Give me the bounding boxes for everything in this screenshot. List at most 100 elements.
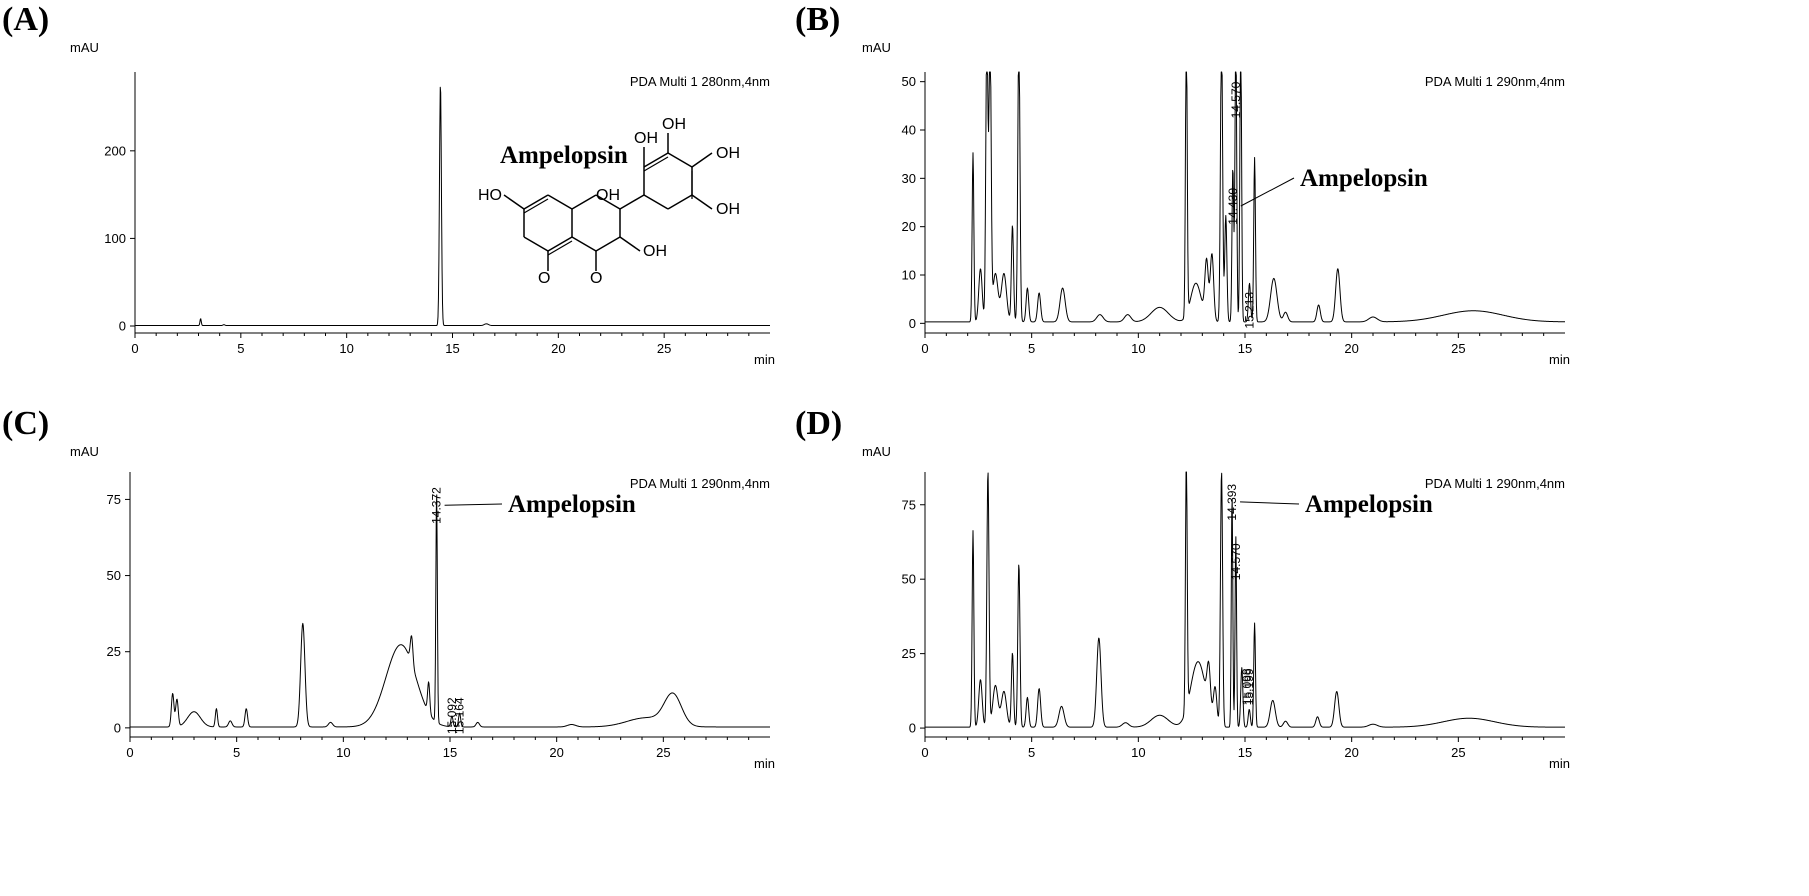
y-tick-label: 50	[902, 74, 916, 89]
x-tick-label: 25	[656, 745, 670, 760]
annotation-leader-line	[1240, 177, 1295, 207]
peak-retention-label: 14.372	[430, 487, 444, 524]
structure-bond	[643, 194, 669, 210]
structure-atom-label: OH	[716, 145, 740, 162]
detector-label: PDA Multi 1 290nm,4nm	[630, 476, 770, 491]
peak-retention-label: 15.213	[1243, 292, 1257, 329]
x-tick-label: 0	[131, 341, 138, 356]
x-tick-label: 15	[1238, 745, 1252, 760]
peak-retention-label: 15.164	[453, 697, 467, 734]
structure-bond	[523, 194, 549, 210]
x-tick-label: 5	[233, 745, 240, 760]
chart-panel-c: (C) mAU PDA Multi 1 290nm,4nm 0 5 10 15 20 25 min…	[2, 405, 775, 771]
chart-panel-a: (A) mAU PDA Multi 1 280nm,4nm 0 5 10 15 20 25 min…	[2, 1, 775, 367]
structure-bond	[547, 194, 573, 210]
x-tick-label: 0	[921, 745, 928, 760]
y-tick-label: 10	[902, 268, 916, 283]
structure-atom-label: OH	[716, 201, 740, 218]
chromatogram-trace	[134, 86, 771, 327]
x-axis-unit: min	[1549, 756, 1570, 771]
panel-letter: (A)	[2, 1, 49, 38]
structure-atom-label: OH	[634, 130, 658, 147]
annotation-leader-line	[444, 503, 503, 506]
structure-substituent-bond	[691, 152, 713, 168]
y-axis-unit: mAU	[70, 444, 99, 459]
y-axis-unit: mAU	[862, 444, 891, 459]
peak-retention-label: 14.570	[1229, 543, 1243, 580]
structure-atom-label: HO	[478, 187, 502, 204]
detector-label: PDA Multi 1 290nm,4nm	[1425, 74, 1565, 89]
y-tick-label: 50	[902, 572, 916, 587]
x-tick-label: 0	[126, 745, 133, 760]
structure-bond	[523, 236, 549, 252]
structure-bond	[619, 194, 645, 210]
x-tick-label: 5	[1028, 341, 1035, 356]
y-tick-label: 30	[902, 171, 916, 186]
x-tick-label: 20	[549, 745, 563, 760]
y-tick-label: 0	[909, 316, 916, 331]
chart-panel-d: (D) mAU PDA Multi 1 290nm,4nm 0 5 10 15 20 25 min…	[795, 405, 1570, 771]
y-tick-label: 25	[902, 646, 916, 661]
y-axis-unit: mAU	[70, 40, 99, 55]
x-tick-label: 15	[443, 745, 457, 760]
y-tick-label: 75	[107, 492, 121, 507]
structure-double-bond	[643, 156, 669, 172]
chart-panel-b: (B) mAU PDA Multi 1 290nm,4nm 0 5 10 15 20 25 min…	[795, 1, 1570, 367]
y-tick-label: 20	[902, 219, 916, 234]
peak-retention-label: 14.393	[1225, 484, 1239, 521]
structure-atom-label: O	[538, 270, 550, 287]
x-tick-label: 10	[336, 745, 350, 760]
y-tick-label: 75	[902, 497, 916, 512]
y-tick-label: 0	[119, 318, 126, 333]
x-tick-label: 20	[551, 341, 565, 356]
x-tick-label: 10	[1131, 341, 1145, 356]
x-tick-label: 0	[921, 341, 928, 356]
x-tick-label: 15	[1238, 341, 1252, 356]
detector-label: PDA Multi 1 280nm,4nm	[630, 74, 770, 89]
y-tick-label: 50	[107, 568, 121, 583]
annotation-leader-line	[1240, 501, 1300, 505]
compound-label: Ampelopsin	[500, 142, 628, 169]
panel-letter: (C)	[2, 405, 49, 442]
peak-retention-label: 15.199	[1242, 668, 1256, 705]
y-axis-unit: mAU	[862, 40, 891, 55]
structure-atom-label: O	[590, 270, 602, 287]
structure-bond	[571, 194, 597, 210]
structure-bond	[667, 152, 693, 168]
x-tick-label: 5	[1028, 745, 1035, 760]
x-axis-unit: min	[1549, 352, 1570, 367]
y-tick-label: 200	[104, 143, 126, 158]
structure-bond	[571, 236, 597, 252]
peak-retention-label: 15.092	[445, 697, 459, 734]
structure-atom-label: OH	[662, 116, 686, 133]
peak-retention-label: 14.430	[1226, 188, 1240, 225]
structure-bond	[643, 152, 669, 168]
detector-label: PDA Multi 1 290nm,4nm	[1425, 476, 1565, 491]
chromatogram-trace	[924, 71, 1566, 323]
x-axis-unit: min	[754, 756, 775, 771]
structure-atom-label: OH	[643, 243, 667, 260]
compound-label: Ampelopsin	[508, 491, 636, 518]
structure-bond	[667, 194, 693, 210]
structure-substituent-bond	[503, 194, 525, 210]
structure-double-bond	[523, 198, 549, 214]
structure-substituent-bond	[619, 236, 641, 252]
compound-label: Ampelopsin	[1300, 165, 1428, 192]
peak-retention-label: 14.570	[1229, 81, 1243, 118]
x-tick-label: 20	[1344, 341, 1358, 356]
x-tick-label: 25	[657, 341, 671, 356]
y-tick-label: 25	[107, 644, 121, 659]
peak-retention-label: 15.098	[1240, 668, 1254, 705]
structure-double-bond	[547, 240, 573, 256]
y-tick-label: 40	[902, 123, 916, 138]
structure-substituent-bond	[691, 194, 713, 210]
chromatogram-trace	[129, 494, 771, 728]
x-tick-label: 10	[1131, 745, 1145, 760]
structure-bond	[595, 194, 621, 210]
x-tick-label: 10	[339, 341, 353, 356]
x-axis-unit: min	[754, 352, 775, 367]
structure-atom-label: OH	[596, 187, 620, 204]
x-tick-label: 5	[237, 341, 244, 356]
